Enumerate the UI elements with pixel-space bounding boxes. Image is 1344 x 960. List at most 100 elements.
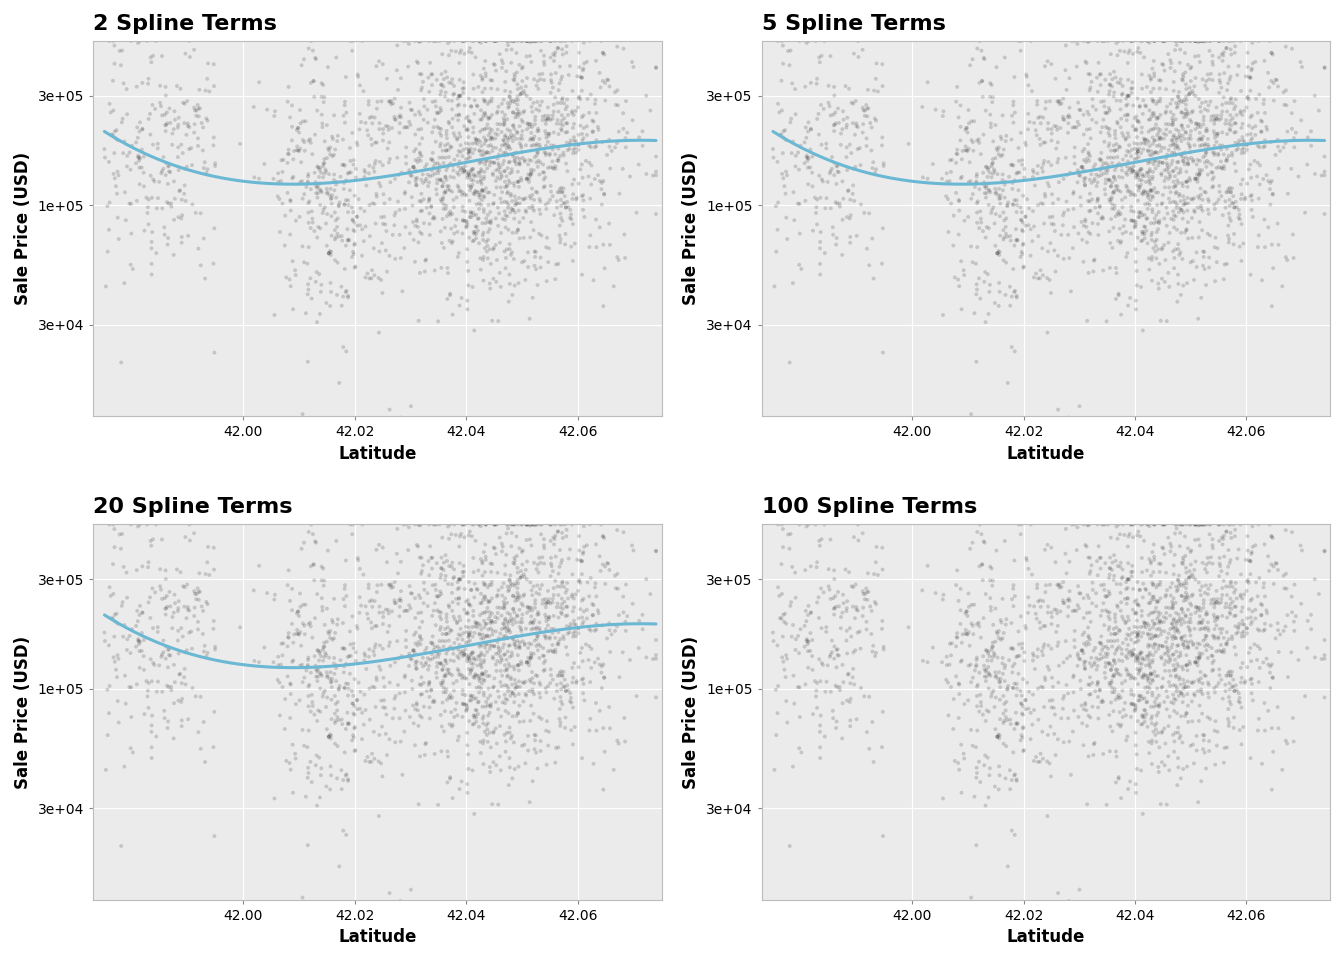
- Point: [1148, 668, 1169, 684]
- Point: [512, 607, 534, 622]
- Point: [469, 639, 491, 655]
- Point: [388, 203, 410, 218]
- Point: [1125, 701, 1146, 716]
- Point: [341, 609, 363, 624]
- Point: [171, 718, 192, 733]
- Point: [1164, 526, 1185, 541]
- Point: [554, 680, 575, 695]
- Point: [441, 184, 462, 200]
- Point: [410, 516, 431, 532]
- Point: [277, 638, 298, 654]
- Point: [867, 84, 888, 99]
- Point: [448, 896, 469, 911]
- Point: [1099, 605, 1121, 620]
- Point: [570, 91, 591, 107]
- Point: [1144, 69, 1165, 84]
- Point: [1132, 806, 1153, 822]
- Point: [152, 201, 173, 216]
- Point: [1198, 650, 1219, 665]
- Point: [1168, 649, 1189, 664]
- Point: [774, 186, 796, 202]
- Point: [1091, 120, 1113, 135]
- Point: [552, 679, 574, 694]
- Point: [528, 675, 550, 690]
- Point: [1176, 516, 1198, 532]
- Point: [332, 132, 353, 147]
- Point: [816, 141, 837, 156]
- Point: [1173, 132, 1195, 147]
- Point: [526, 244, 547, 259]
- Point: [458, 277, 480, 293]
- Point: [1027, 158, 1048, 174]
- Point: [1107, 286, 1129, 301]
- Point: [468, 211, 489, 227]
- Point: [474, 93, 496, 108]
- Point: [852, 587, 874, 602]
- Point: [555, 125, 577, 140]
- Point: [406, 538, 427, 553]
- Point: [284, 143, 305, 158]
- Point: [269, 225, 290, 240]
- Point: [843, 161, 864, 177]
- Point: [1218, 228, 1239, 243]
- Point: [482, 540, 504, 555]
- Point: [528, 132, 550, 147]
- Point: [1039, 209, 1060, 225]
- Point: [199, 84, 220, 99]
- Point: [438, 531, 460, 546]
- Point: [110, 58, 132, 73]
- Point: [1116, 582, 1137, 597]
- Point: [456, 594, 477, 610]
- Point: [1171, 148, 1192, 163]
- Point: [1167, 132, 1188, 148]
- Point: [606, 522, 628, 538]
- Point: [384, 574, 406, 589]
- Point: [1106, 620, 1128, 636]
- Point: [496, 111, 517, 127]
- Point: [379, 675, 401, 690]
- Point: [978, 183, 1000, 199]
- Point: [249, 558, 270, 573]
- Point: [426, 588, 448, 604]
- Point: [546, 116, 567, 132]
- Point: [1177, 590, 1199, 606]
- Point: [829, 199, 851, 214]
- Point: [371, 719, 392, 734]
- Point: [179, 516, 200, 532]
- Point: [1077, 588, 1098, 603]
- Point: [410, 172, 431, 187]
- Point: [550, 555, 571, 570]
- Point: [539, 126, 560, 141]
- Point: [435, 668, 457, 684]
- Point: [1191, 615, 1212, 631]
- Point: [489, 749, 511, 764]
- Point: [1060, 767, 1082, 782]
- Point: [579, 239, 601, 254]
- Point: [478, 637, 500, 653]
- Point: [1249, 641, 1270, 657]
- Point: [434, 170, 456, 185]
- Point: [285, 263, 306, 278]
- Point: [508, 155, 530, 170]
- Point: [1118, 572, 1140, 588]
- Point: [441, 555, 462, 570]
- Point: [375, 217, 396, 232]
- Point: [871, 130, 892, 145]
- Point: [425, 112, 446, 128]
- Point: [1220, 184, 1242, 200]
- Point: [550, 72, 571, 87]
- Point: [195, 755, 216, 770]
- Point: [1078, 153, 1099, 168]
- Point: [1052, 171, 1074, 186]
- Point: [304, 707, 325, 722]
- Point: [452, 696, 473, 711]
- Point: [495, 84, 516, 99]
- Point: [413, 74, 434, 89]
- Point: [1223, 227, 1245, 242]
- Point: [521, 774, 543, 789]
- Point: [571, 109, 593, 125]
- Point: [1099, 567, 1121, 583]
- Point: [1138, 608, 1160, 623]
- Point: [347, 69, 368, 84]
- Point: [636, 166, 657, 181]
